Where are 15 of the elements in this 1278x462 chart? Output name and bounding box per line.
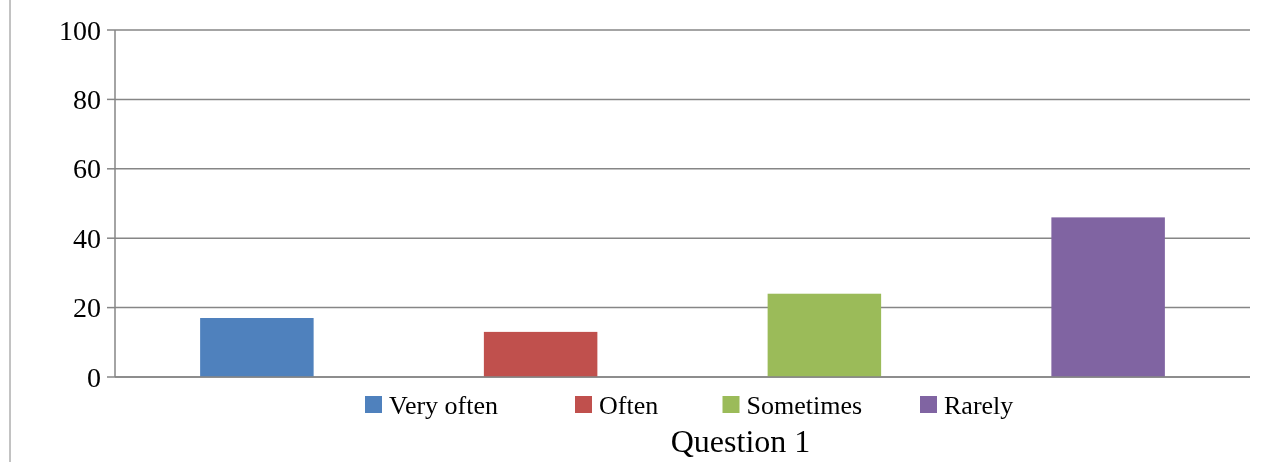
bar bbox=[767, 293, 882, 377]
legend-label: Rarely bbox=[944, 390, 1014, 420]
y-tick-label: 100 bbox=[59, 14, 101, 46]
bar bbox=[483, 331, 598, 377]
y-tick-label: 20 bbox=[73, 292, 101, 324]
x-tick-label: Question 1 bbox=[670, 423, 811, 459]
legend-label: Often bbox=[599, 390, 659, 420]
y-tick-label: 60 bbox=[73, 153, 101, 185]
y-tick-label: 80 bbox=[73, 83, 101, 115]
y-tick-label: 0 bbox=[87, 361, 101, 393]
bar bbox=[200, 318, 314, 377]
y-tick-label: 40 bbox=[73, 222, 101, 254]
legend-label: Sometimes bbox=[746, 390, 863, 420]
legend-label: Very often bbox=[389, 390, 499, 420]
bar bbox=[1051, 217, 1165, 377]
